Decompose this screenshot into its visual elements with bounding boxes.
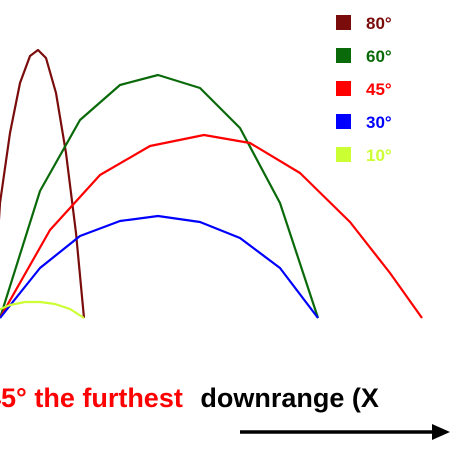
downrange-arrow (240, 424, 450, 440)
trajectory-line-3 (0, 214, 319, 319)
caption-red-part: 45° the furthest (0, 383, 183, 413)
legend-swatch-0 (336, 15, 351, 30)
legend-label-0: 80° (366, 14, 392, 33)
trajectory-line-1 (0, 73, 320, 319)
legend-swatch-3 (336, 114, 351, 129)
arrow-head-icon (432, 424, 450, 440)
trajectory-line-2 (0, 133, 423, 319)
legend: 80° 60° 45° 30° 10° (336, 14, 392, 165)
trajectory-lines (0, 48, 423, 319)
legend-swatch-2 (336, 81, 351, 96)
legend-label-4: 10° (366, 146, 392, 165)
legend-label-2: 45° (366, 80, 392, 99)
trajectory-line-4 (0, 300, 85, 319)
trajectory-line-0 (0, 48, 86, 319)
legend-swatch-4 (336, 147, 351, 162)
legend-swatch-1 (336, 48, 351, 63)
caption-black-part: downrange (X (200, 383, 379, 413)
caption-text: 45° the furthest downrange (X (0, 383, 379, 413)
legend-label-1: 60° (366, 47, 392, 66)
legend-label-3: 30° (366, 113, 392, 132)
